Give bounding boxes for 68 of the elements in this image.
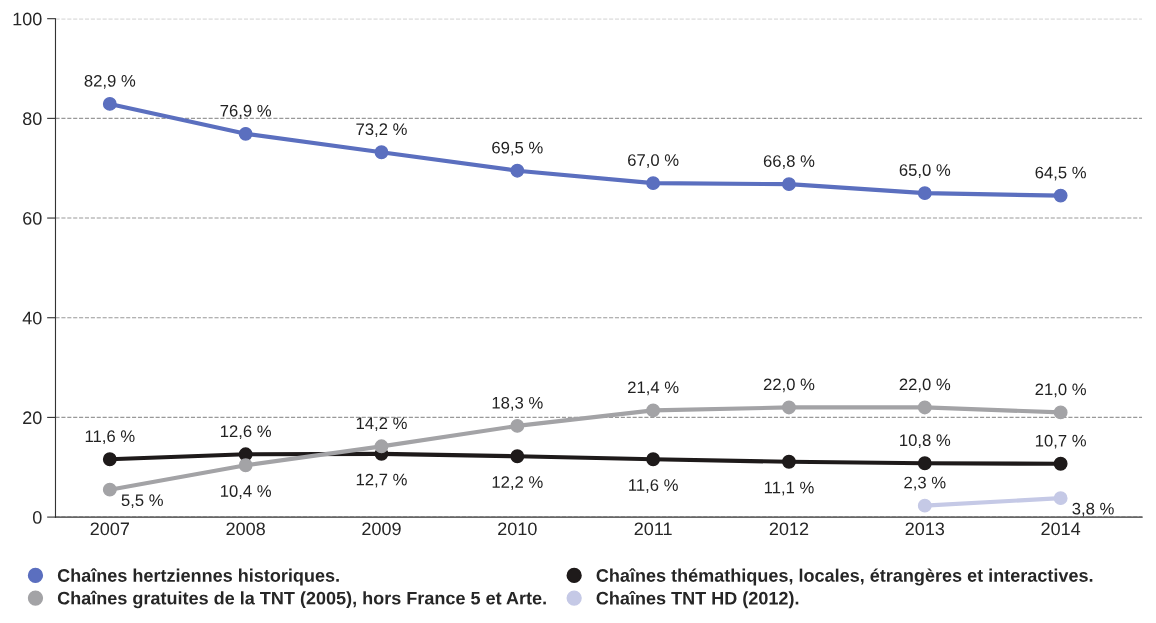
x-tick-label: 2013 <box>905 522 945 536</box>
data-label: 22,0 % <box>899 378 951 393</box>
data-label: 82,9 % <box>84 74 136 89</box>
legend-label: Chaînes gratuites de la TNT (2005), hors France 5 et Arte. <box>57 590 546 609</box>
point <box>102 96 117 111</box>
data-label: 67,0 % <box>628 154 679 168</box>
data-label: 10,4 % <box>220 485 271 499</box>
y-tick-label: 0 <box>32 511 42 524</box>
x-tick-label: 2007 <box>90 522 129 536</box>
data-label: 12,2 % <box>492 476 543 490</box>
legend-label: Chaînes thémathiques, locales, étrangères et interactives. <box>596 568 1093 586</box>
point <box>1053 188 1068 203</box>
point <box>646 403 661 418</box>
x-tick-label: 2012 <box>769 522 809 536</box>
data-label: 11,1 % <box>764 481 814 496</box>
data-label: 11,6 % <box>629 479 678 493</box>
x-tick-label: 2011 <box>634 522 672 536</box>
point <box>102 482 117 497</box>
data-label: 69,5 % <box>492 141 543 156</box>
data-label: 12,7 % <box>356 473 407 488</box>
point <box>782 177 796 192</box>
x-tick-label: 2010 <box>498 522 537 536</box>
point <box>1053 456 1068 471</box>
legend-label: Chaînes hertziennes historiques. <box>57 568 339 586</box>
x-tick-label: 2008 <box>226 522 265 536</box>
data-label: 12,6 % <box>220 425 271 440</box>
data-label: 10,8 % <box>900 434 951 449</box>
x-tick-label: 2014 <box>1041 522 1081 536</box>
data-label: 10,7 % <box>1035 434 1086 449</box>
data-label: 22,0 % <box>763 378 815 393</box>
point <box>510 449 525 464</box>
point <box>510 418 525 433</box>
point <box>374 439 389 454</box>
point <box>917 400 932 415</box>
y-tick-label: 80 <box>23 112 42 126</box>
data-label: 65,0 % <box>899 164 951 178</box>
data-label: 21,4 % <box>628 381 679 396</box>
legend-label: Chaînes TNT HD (2012). <box>596 590 799 609</box>
data-label: 21,0 % <box>1035 383 1086 398</box>
point <box>1053 491 1068 506</box>
point <box>374 145 389 160</box>
data-label: 5,5 % <box>121 494 163 509</box>
point <box>646 452 661 467</box>
y-tick-label: 40 <box>22 311 42 325</box>
point <box>917 456 932 471</box>
point <box>1053 405 1068 420</box>
data-label: 14,2 % <box>356 417 407 432</box>
point <box>917 186 932 201</box>
data-label: 18,3 % <box>492 396 543 411</box>
point <box>646 176 661 191</box>
point <box>782 400 796 415</box>
data-label: 76,9 % <box>220 104 271 119</box>
data-label: 64,5 % <box>1035 166 1086 181</box>
point <box>782 454 796 469</box>
y-tick-label: 100 <box>13 12 42 26</box>
data-label: 3,8 % <box>1072 502 1114 517</box>
point <box>238 126 253 141</box>
point <box>510 163 525 178</box>
x-tick-label: 2009 <box>362 522 401 536</box>
point <box>238 458 253 473</box>
data-label: 11,6 % <box>85 430 135 445</box>
data-label: 73,2 % <box>356 123 407 138</box>
data-label: 2,3 % <box>904 476 946 491</box>
point <box>102 452 117 467</box>
data-label: 66,8 % <box>763 155 815 169</box>
point <box>917 498 932 513</box>
y-tick-label: 20 <box>23 411 42 425</box>
y-tick-label: 60 <box>23 211 42 225</box>
